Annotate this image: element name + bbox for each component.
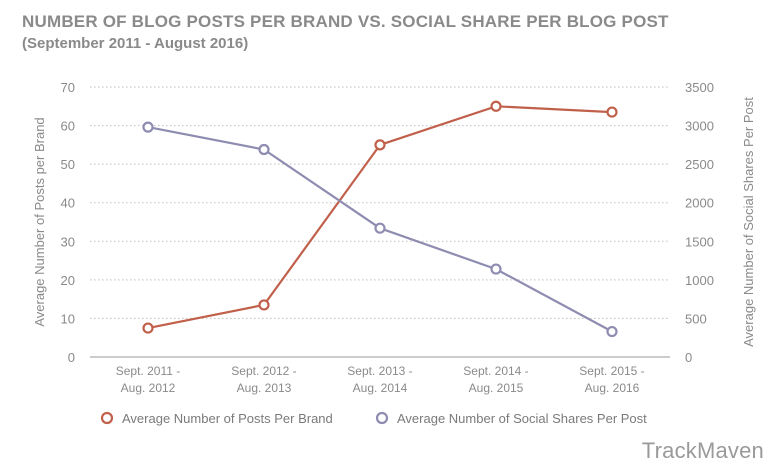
y-tick-label-left: 30: [61, 234, 75, 249]
chart-subtitle: (September 2011 - August 2016): [22, 35, 249, 52]
chart-title: NUMBER OF BLOG POSTS PER BRAND VS. SOCIA…: [22, 12, 669, 31]
y-tick-label-left: 20: [61, 273, 75, 288]
legend-label: Average Number of Social Shares Per Post: [397, 411, 647, 426]
y-axis-label-left: Average Number of Posts per Brand: [32, 117, 47, 326]
data-point: [606, 106, 618, 118]
y-tick-label-right: 1500: [685, 234, 714, 249]
data-point: [374, 139, 386, 151]
y-tick-label-right: 3000: [685, 119, 714, 134]
data-point: [142, 121, 154, 133]
x-tick-label: Sept. 2015 -: [579, 364, 644, 378]
x-tick-label: Aug. 2016: [585, 381, 640, 395]
legend-marker: [100, 411, 114, 425]
data-point: [490, 263, 502, 275]
y-tick-label-left: 40: [61, 196, 75, 211]
y-tick-label-left: 10: [61, 311, 75, 326]
data-point: [258, 299, 270, 311]
y-tick-label-left: 50: [61, 157, 75, 172]
x-tick-label: Sept. 2013 -: [347, 364, 412, 378]
y-tick-label-left: 60: [61, 119, 75, 134]
x-tick-label: Sept. 2011 -: [116, 364, 181, 378]
x-tick-label: Aug. 2013: [237, 381, 292, 395]
y-tick-label-right: 500: [685, 311, 707, 326]
y-tick-label-right: 3500: [685, 80, 714, 95]
x-tick-label: Sept. 2014 -: [463, 364, 528, 378]
y-tick-label-right: 1000: [685, 273, 714, 288]
y-axis-label-right: Average Number of Social Shares Per Post: [741, 97, 756, 347]
data-point: [142, 322, 154, 334]
x-tick-label: Aug. 2012: [121, 381, 176, 395]
trackmaven-watermark: TrackMaven: [641, 438, 764, 463]
data-point: [374, 222, 386, 234]
data-point: [606, 325, 618, 338]
x-tick-label: Aug. 2014: [353, 381, 408, 395]
y-tick-label-left: 70: [61, 80, 75, 95]
data-point: [258, 143, 270, 156]
x-tick-label: Aug. 2015: [469, 381, 524, 395]
x-tick-label: Sept. 2012 -: [231, 364, 296, 378]
y-tick-label-right: 2000: [685, 196, 714, 211]
legend-marker: [375, 411, 389, 425]
y-tick-label-right: 0: [685, 350, 692, 365]
legend-label: Average Number of Posts Per Brand: [122, 411, 333, 426]
data-point: [490, 100, 502, 112]
y-tick-label-left: 0: [68, 350, 75, 365]
y-tick-label-right: 2500: [685, 157, 714, 172]
